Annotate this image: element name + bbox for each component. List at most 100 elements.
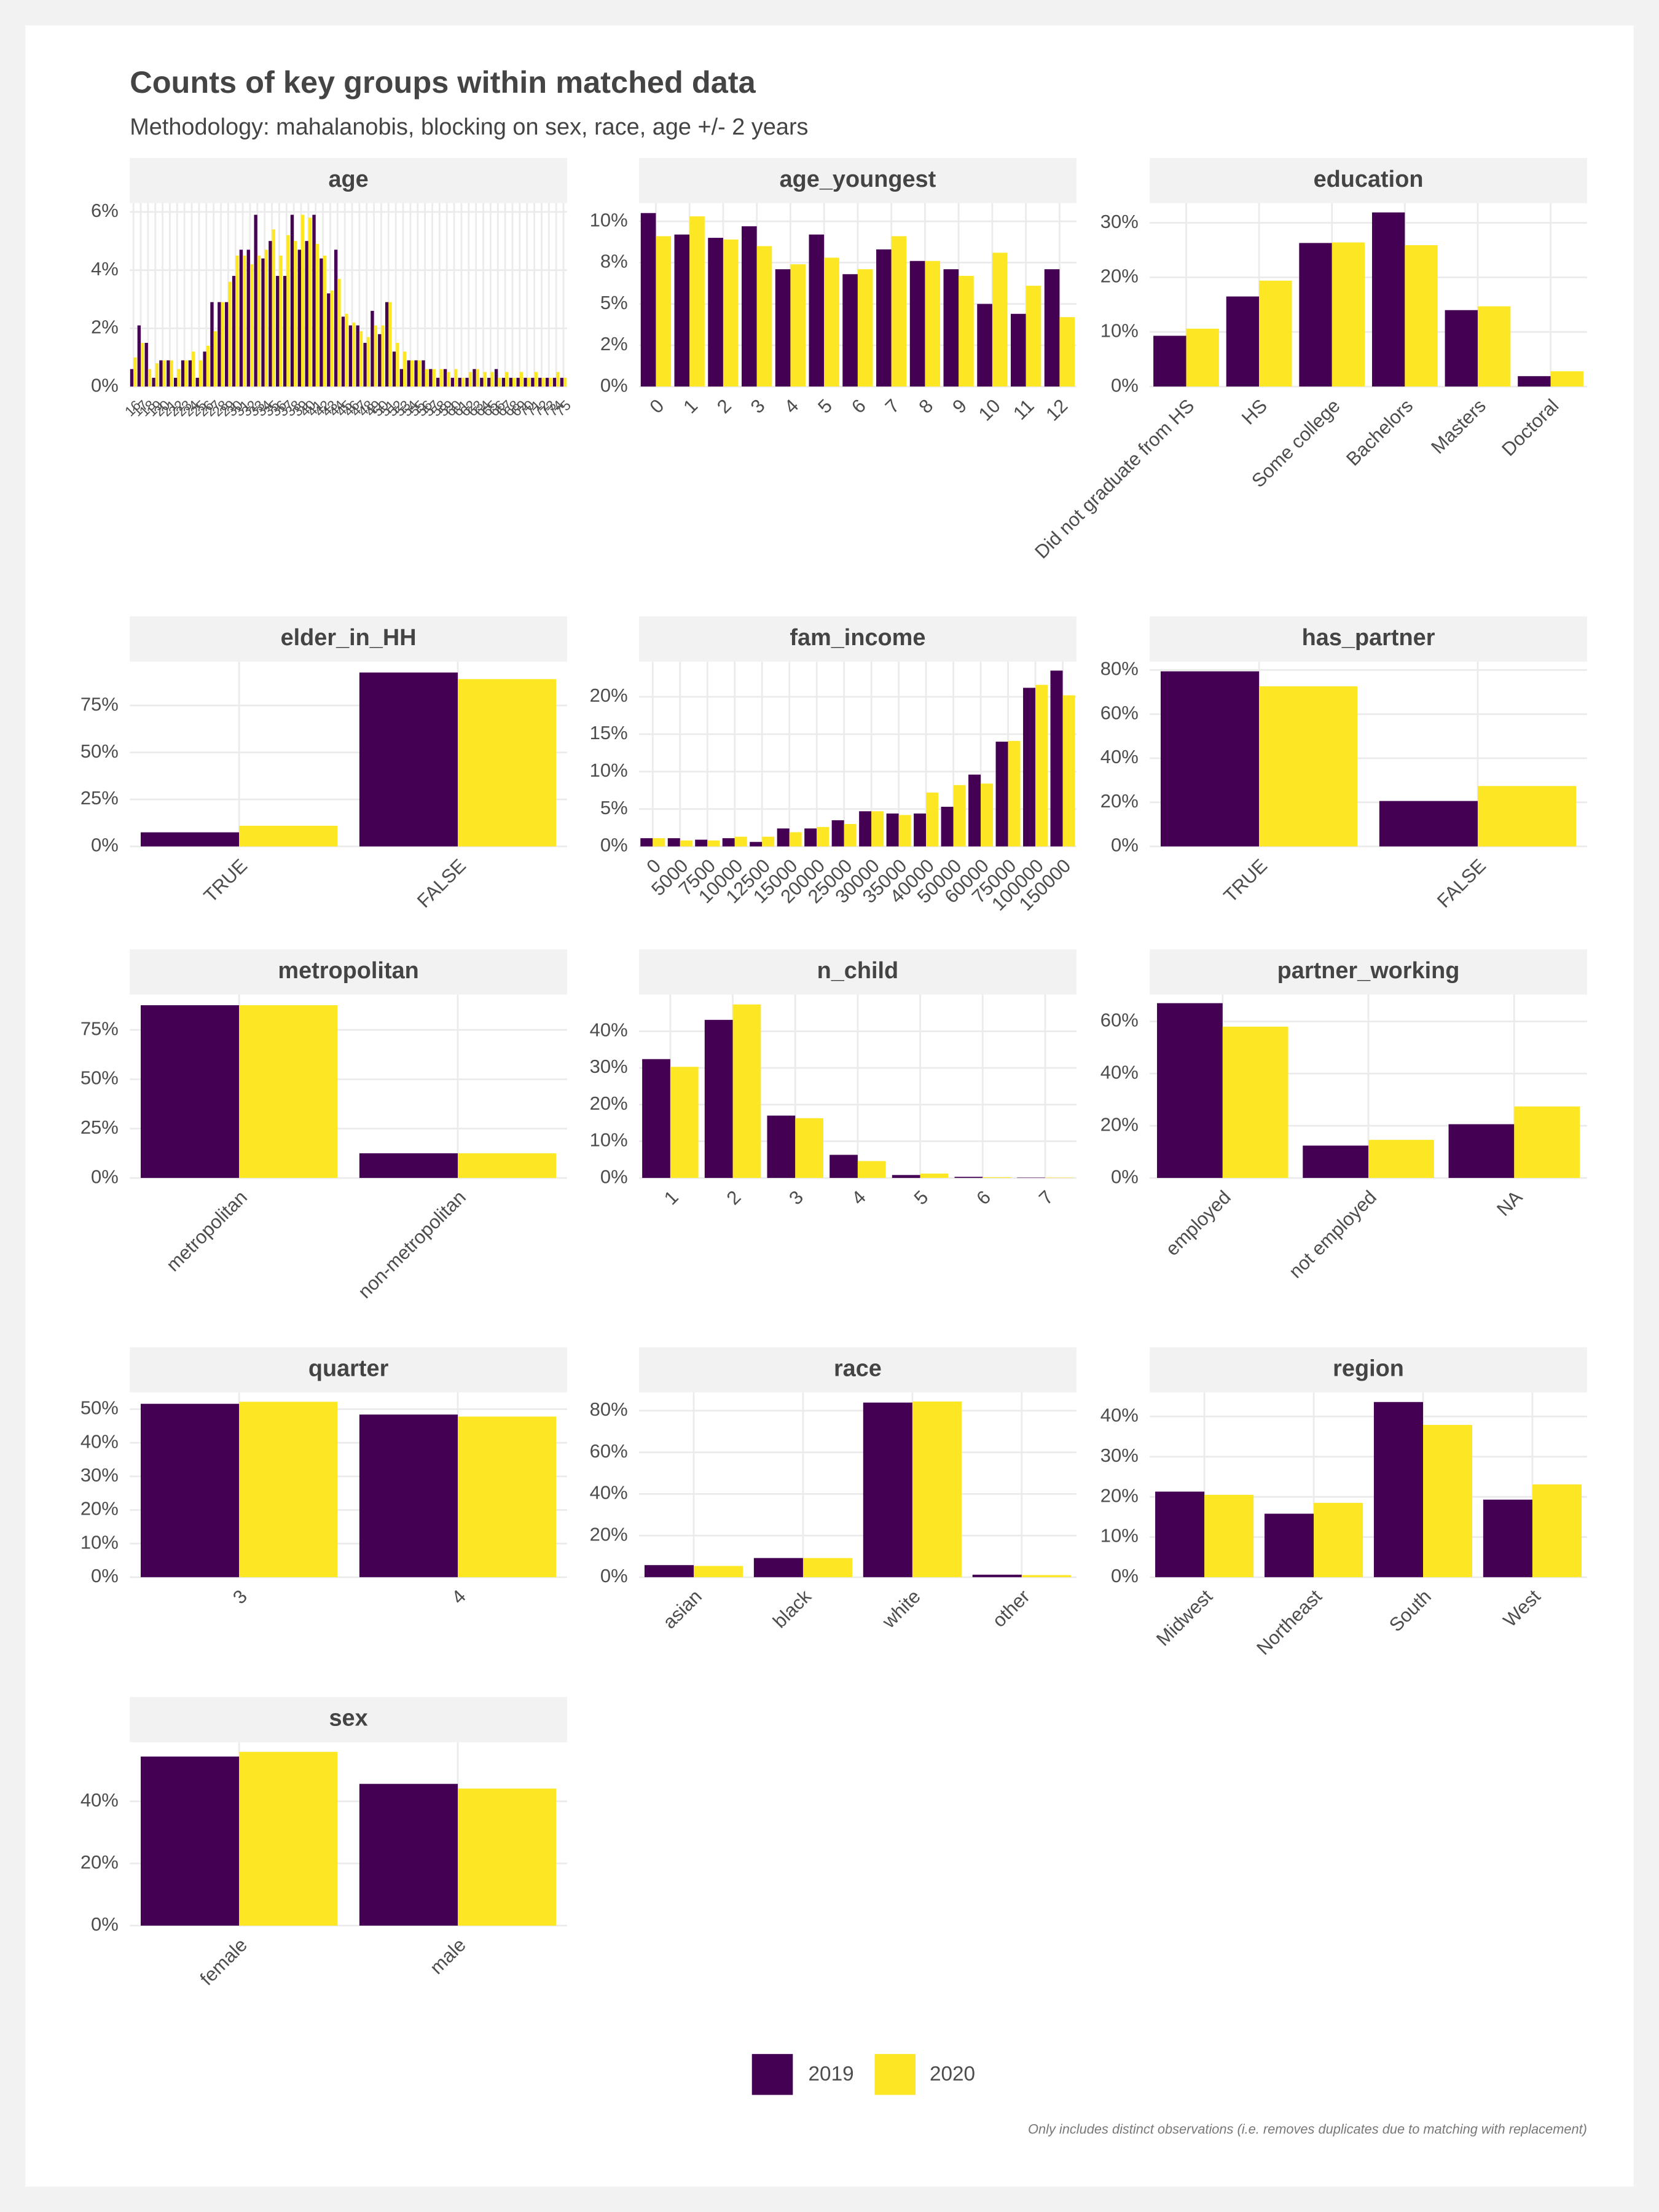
bar xyxy=(141,343,144,387)
bar xyxy=(1371,212,1405,387)
y-tick-label: 80% xyxy=(1100,658,1139,680)
bar xyxy=(762,836,775,847)
bar xyxy=(871,811,884,847)
y-tick-label: 20% xyxy=(590,1092,628,1114)
bar xyxy=(300,214,305,387)
y-tick-label: 0% xyxy=(91,1166,119,1187)
bar xyxy=(458,1788,557,1926)
bar xyxy=(264,249,269,387)
bar xyxy=(363,343,367,387)
bar xyxy=(396,343,399,387)
bar xyxy=(863,1402,912,1577)
bar xyxy=(141,1403,240,1577)
bar xyxy=(1021,1575,1071,1577)
bar xyxy=(239,249,243,387)
bar xyxy=(912,1401,962,1577)
bar xyxy=(1062,695,1075,847)
y-tick-label: 2% xyxy=(91,316,119,338)
bar xyxy=(422,360,425,387)
bar xyxy=(1477,786,1577,847)
bar xyxy=(1303,1145,1369,1179)
bar xyxy=(1023,688,1036,847)
y-tick-label: 0% xyxy=(91,1913,119,1935)
strip xyxy=(130,1347,567,1393)
y-tick-label: 6% xyxy=(91,200,119,221)
bar xyxy=(130,369,134,387)
bar xyxy=(509,377,512,387)
bar xyxy=(640,838,653,847)
y-tick-label: 10% xyxy=(590,1129,628,1151)
bar xyxy=(403,351,407,387)
y-tick-label: 40% xyxy=(80,1430,119,1452)
bar xyxy=(1299,243,1332,387)
bar xyxy=(468,372,473,387)
bar xyxy=(290,214,294,387)
bar xyxy=(1405,245,1438,387)
bar xyxy=(689,216,705,387)
bar xyxy=(844,824,857,847)
bar xyxy=(327,293,331,387)
panel-title: region xyxy=(1333,1355,1404,1381)
bar xyxy=(538,377,542,387)
y-tick-label: 75% xyxy=(80,1018,119,1039)
strip xyxy=(1150,1347,1587,1393)
y-tick-label: 20% xyxy=(80,1851,119,1873)
bar xyxy=(137,325,141,387)
bar xyxy=(674,234,690,387)
bar xyxy=(407,360,410,387)
bar xyxy=(925,261,941,387)
bar xyxy=(155,363,159,387)
bar xyxy=(480,377,484,387)
bar xyxy=(809,234,825,387)
y-tick-label: 20% xyxy=(1100,790,1139,812)
bar xyxy=(323,255,326,387)
strip xyxy=(1150,616,1587,662)
y-tick-label: 40% xyxy=(1100,746,1139,767)
bar xyxy=(305,241,308,387)
bar xyxy=(487,377,491,387)
bar xyxy=(804,828,817,847)
y-tick-label: 2% xyxy=(600,333,628,355)
bar xyxy=(461,377,465,387)
panel-title: age_youngest xyxy=(780,167,936,192)
bar xyxy=(213,331,217,387)
y-tick-label: 20% xyxy=(1100,1113,1139,1135)
bar xyxy=(756,246,772,387)
bar xyxy=(656,236,672,387)
bar xyxy=(454,369,458,387)
bar xyxy=(141,1005,240,1179)
bar xyxy=(667,838,680,847)
y-tick-label: 0% xyxy=(91,834,119,856)
bar xyxy=(1050,670,1063,847)
bar xyxy=(886,813,899,847)
panel-title: partner_working xyxy=(1277,958,1460,984)
panel-title: has_partner xyxy=(1302,625,1435,651)
bar xyxy=(972,1574,1022,1577)
bar xyxy=(1226,296,1260,387)
bar xyxy=(1483,1499,1532,1577)
bar xyxy=(374,325,377,387)
panel-title: education xyxy=(1314,167,1424,192)
y-tick-label: 20% xyxy=(1100,1484,1139,1506)
bar xyxy=(1373,1402,1424,1577)
bar xyxy=(1368,1140,1434,1179)
bar xyxy=(680,840,692,847)
bar xyxy=(483,372,487,387)
panel-title: quarter xyxy=(308,1355,389,1381)
bar xyxy=(218,302,221,387)
bar xyxy=(388,302,392,387)
bar xyxy=(225,302,229,387)
bar xyxy=(429,369,433,387)
bar xyxy=(707,840,720,847)
bar xyxy=(767,1115,796,1179)
bar xyxy=(694,1566,743,1577)
bar xyxy=(312,214,316,387)
panel-title: race xyxy=(834,1355,882,1381)
bar xyxy=(1059,317,1075,387)
y-tick-label: 60% xyxy=(1100,1010,1139,1031)
bar xyxy=(498,377,501,387)
bar xyxy=(490,372,494,387)
